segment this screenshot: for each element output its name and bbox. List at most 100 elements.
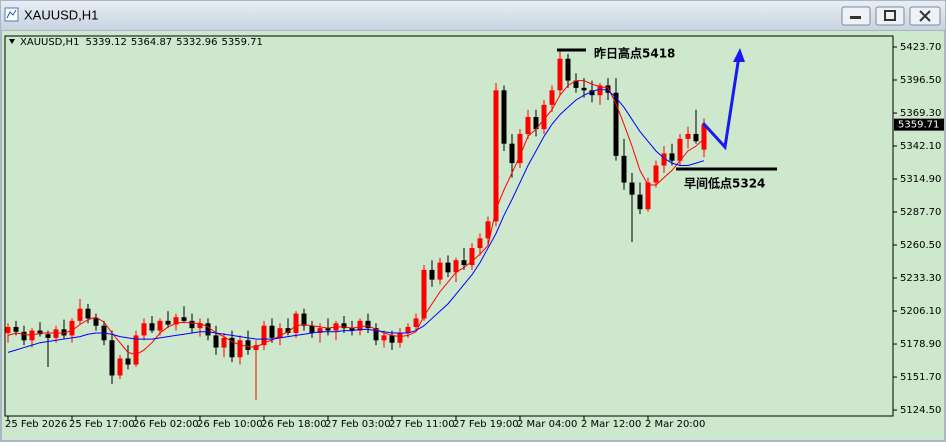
candle-body (541, 104, 547, 130)
candle-body (205, 323, 211, 336)
y-tick-label: 5206.10 (900, 306, 941, 317)
y-tick-label: 5342.10 (900, 141, 941, 152)
minimize-glyph (850, 16, 861, 19)
plot: 5124.50 5151.70 5178.90 5206.10 5233.30 5260.… (5, 42, 944, 430)
y-tick-label: 5124.50 (900, 405, 941, 416)
x-tick-label: 25 Feb 2026 (5, 419, 67, 430)
candle-body (245, 340, 251, 350)
candle-body (93, 318, 99, 326)
header-arrow (9, 39, 15, 44)
candle-body (637, 194, 643, 210)
candle-body (77, 308, 83, 321)
candle-body (365, 320, 371, 329)
candle-body (285, 328, 291, 333)
candle-body (269, 325, 275, 338)
header-symbol: XAUUSD,H1 (20, 37, 79, 48)
candle-body (597, 85, 603, 96)
annotation: 昨日高点5418 (594, 46, 675, 61)
candle-body (237, 340, 243, 358)
candle-body (661, 153, 667, 166)
header-low: 5332.96 (176, 37, 217, 48)
candle-body (229, 337, 235, 358)
candle-body (5, 326, 11, 333)
candle-body (437, 262, 443, 280)
candle-body (293, 313, 299, 333)
candle-body (277, 328, 283, 338)
candle-body (653, 165, 659, 183)
candle-body (181, 317, 187, 321)
price-tag (894, 118, 944, 131)
candle-body (685, 133, 691, 139)
candle-body (53, 329, 59, 338)
candle-body (61, 329, 67, 336)
candle-body (533, 116, 539, 130)
candle-body (677, 138, 683, 161)
candle-body (501, 90, 507, 144)
candle-body (413, 318, 419, 327)
maximize-button[interactable] (875, 6, 905, 26)
x-tick-label: 26 Feb 18:00 (261, 419, 327, 430)
candle-body (629, 182, 635, 195)
candle-body (21, 331, 27, 341)
candle-body (357, 320, 363, 331)
candle-body (453, 260, 459, 273)
candle-body (565, 58, 571, 81)
candle-body (389, 335, 395, 343)
x-tick-label: 25 Feb 17:00 (69, 419, 135, 430)
y-tick-label: 5314.90 (900, 174, 941, 185)
chart-background (2, 31, 944, 440)
candle-body (69, 320, 75, 336)
candle-body (461, 260, 467, 266)
window-buttons (841, 6, 941, 26)
header-close: 5359.71 (222, 37, 263, 48)
candle-body (85, 308, 91, 319)
candle-body (157, 320, 163, 331)
y-tick-label: 5396.50 (900, 75, 941, 86)
y-tick-label: 5151.70 (900, 372, 941, 383)
title-bar (1, 1, 945, 30)
candle-body (45, 334, 51, 338)
candle-body (421, 269, 427, 319)
y-tick-label: 5287.70 (900, 207, 941, 218)
candle-body (525, 116, 531, 134)
y-tick-label: 5233.30 (900, 273, 941, 284)
candle-body (37, 330, 43, 335)
candle-body (509, 143, 515, 164)
candle-body (493, 90, 499, 222)
arrow-head (733, 48, 745, 62)
candle-body (645, 182, 651, 210)
x-tick-label: 2 Mar 04:00 (517, 419, 577, 430)
candle-body (549, 90, 555, 105)
candle-body (173, 317, 179, 325)
candle-body (693, 133, 699, 142)
candle-body (605, 85, 611, 93)
header-open: 5339.12 (85, 37, 126, 48)
candle-body (573, 80, 579, 88)
candle-body (701, 124, 707, 150)
candle-body (165, 320, 171, 325)
candle-body (621, 155, 627, 183)
header-high: 5364.87 (131, 37, 172, 48)
candle-body (341, 323, 347, 329)
candle-body (261, 325, 267, 346)
plot-border (4, 35, 894, 417)
candle-body (397, 332, 403, 343)
candle-body (325, 328, 331, 331)
candle-body (197, 323, 203, 329)
maximize-glyph (884, 10, 896, 21)
x-tick-label: 26 Feb 02:00 (133, 419, 199, 430)
y-tick-label: 5260.50 (900, 240, 941, 251)
price-tag-label: 5359.71 (898, 120, 939, 131)
candle-body (373, 328, 379, 341)
x-tick-label: 27 Feb 11:00 (389, 419, 455, 430)
candle-body (477, 238, 483, 249)
candle-body (669, 153, 675, 161)
x-tick-label: 2 Mar 12:00 (581, 419, 641, 430)
candle-body (149, 323, 155, 331)
candle-body (469, 248, 475, 266)
window-icon (4, 7, 19, 22)
close-glyph (919, 10, 931, 22)
candle-body (125, 358, 131, 365)
candle-body (557, 58, 563, 91)
